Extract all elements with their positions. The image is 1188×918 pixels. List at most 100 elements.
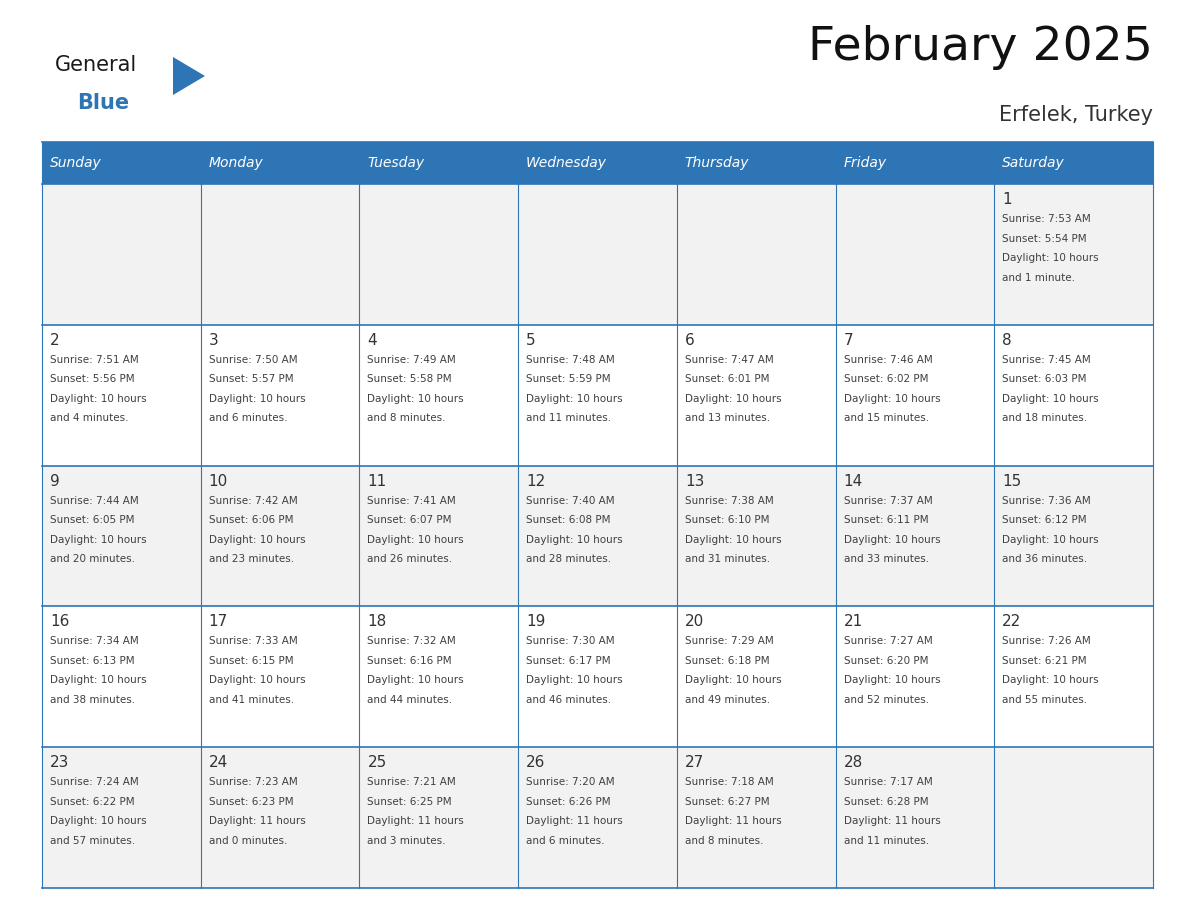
Text: Sunrise: 7:37 AM: Sunrise: 7:37 AM (843, 496, 933, 506)
Text: 28: 28 (843, 756, 862, 770)
Text: Sunrise: 7:30 AM: Sunrise: 7:30 AM (526, 636, 614, 646)
Text: Sunset: 6:01 PM: Sunset: 6:01 PM (684, 375, 770, 385)
Text: Sunrise: 7:26 AM: Sunrise: 7:26 AM (1003, 636, 1091, 646)
Text: 19: 19 (526, 614, 545, 630)
Text: Daylight: 10 hours: Daylight: 10 hours (209, 394, 305, 404)
Text: Daylight: 11 hours: Daylight: 11 hours (367, 816, 465, 826)
Text: and 57 minutes.: and 57 minutes. (50, 835, 135, 845)
Text: Sunset: 6:11 PM: Sunset: 6:11 PM (843, 515, 928, 525)
Text: Sunset: 6:13 PM: Sunset: 6:13 PM (50, 655, 134, 666)
Text: Sunrise: 7:33 AM: Sunrise: 7:33 AM (209, 636, 297, 646)
Text: Sunrise: 7:17 AM: Sunrise: 7:17 AM (843, 778, 933, 788)
Text: and 4 minutes.: and 4 minutes. (50, 413, 128, 423)
Text: Sunrise: 7:47 AM: Sunrise: 7:47 AM (684, 354, 773, 364)
Text: Sunset: 6:12 PM: Sunset: 6:12 PM (1003, 515, 1087, 525)
Text: Sunset: 5:56 PM: Sunset: 5:56 PM (50, 375, 134, 385)
Text: and 23 minutes.: and 23 minutes. (209, 554, 293, 564)
Text: Sunrise: 7:18 AM: Sunrise: 7:18 AM (684, 778, 773, 788)
Text: Sunrise: 7:53 AM: Sunrise: 7:53 AM (1003, 214, 1091, 224)
Text: and 41 minutes.: and 41 minutes. (209, 695, 293, 705)
Text: Sunset: 6:23 PM: Sunset: 6:23 PM (209, 797, 293, 807)
Text: Daylight: 10 hours: Daylight: 10 hours (1003, 676, 1099, 686)
Text: Sunset: 6:21 PM: Sunset: 6:21 PM (1003, 655, 1087, 666)
Text: Daylight: 10 hours: Daylight: 10 hours (843, 676, 940, 686)
Text: Daylight: 10 hours: Daylight: 10 hours (684, 534, 782, 544)
Text: 3: 3 (209, 333, 219, 348)
Text: Sunrise: 7:27 AM: Sunrise: 7:27 AM (843, 636, 933, 646)
Text: and 31 minutes.: and 31 minutes. (684, 554, 770, 564)
Text: and 0 minutes.: and 0 minutes. (209, 835, 287, 845)
Text: 17: 17 (209, 614, 228, 630)
Text: Sunrise: 7:21 AM: Sunrise: 7:21 AM (367, 778, 456, 788)
Text: Sunset: 5:59 PM: Sunset: 5:59 PM (526, 375, 611, 385)
Text: Sunrise: 7:34 AM: Sunrise: 7:34 AM (50, 636, 139, 646)
Text: Sunday: Sunday (50, 156, 102, 170)
Text: Sunrise: 7:32 AM: Sunrise: 7:32 AM (367, 636, 456, 646)
Text: and 44 minutes.: and 44 minutes. (367, 695, 453, 705)
Text: Sunrise: 7:20 AM: Sunrise: 7:20 AM (526, 778, 614, 788)
Text: Daylight: 10 hours: Daylight: 10 hours (50, 534, 146, 544)
Text: 13: 13 (684, 474, 704, 488)
Text: Daylight: 11 hours: Daylight: 11 hours (843, 816, 941, 826)
Text: Sunrise: 7:48 AM: Sunrise: 7:48 AM (526, 354, 615, 364)
Text: Daylight: 10 hours: Daylight: 10 hours (1003, 534, 1099, 544)
Text: Daylight: 10 hours: Daylight: 10 hours (1003, 253, 1099, 263)
Text: 6: 6 (684, 333, 695, 348)
Text: Daylight: 10 hours: Daylight: 10 hours (367, 534, 465, 544)
Text: Daylight: 10 hours: Daylight: 10 hours (209, 534, 305, 544)
Text: Daylight: 10 hours: Daylight: 10 hours (526, 534, 623, 544)
Text: 21: 21 (843, 614, 862, 630)
Text: Sunset: 6:22 PM: Sunset: 6:22 PM (50, 797, 134, 807)
Bar (42, 184, 1154, 325)
Text: Daylight: 10 hours: Daylight: 10 hours (367, 394, 465, 404)
Bar (42, 325, 1154, 465)
Text: 14: 14 (843, 474, 862, 488)
Text: and 26 minutes.: and 26 minutes. (367, 554, 453, 564)
Text: Sunrise: 7:45 AM: Sunrise: 7:45 AM (1003, 354, 1091, 364)
Text: Sunset: 6:26 PM: Sunset: 6:26 PM (526, 797, 611, 807)
Text: Sunrise: 7:44 AM: Sunrise: 7:44 AM (50, 496, 139, 506)
Text: Sunrise: 7:41 AM: Sunrise: 7:41 AM (367, 496, 456, 506)
Text: and 6 minutes.: and 6 minutes. (209, 413, 287, 423)
Text: February 2025: February 2025 (808, 25, 1154, 70)
Text: Sunset: 6:17 PM: Sunset: 6:17 PM (526, 655, 611, 666)
Text: Sunset: 5:58 PM: Sunset: 5:58 PM (367, 375, 453, 385)
Text: Sunrise: 7:36 AM: Sunrise: 7:36 AM (1003, 496, 1091, 506)
Bar (42, 142, 1154, 184)
Text: 26: 26 (526, 756, 545, 770)
Text: Sunrise: 7:49 AM: Sunrise: 7:49 AM (367, 354, 456, 364)
Text: Sunset: 6:03 PM: Sunset: 6:03 PM (1003, 375, 1087, 385)
Text: 9: 9 (50, 474, 59, 488)
Text: Sunset: 6:20 PM: Sunset: 6:20 PM (843, 655, 928, 666)
Text: and 46 minutes.: and 46 minutes. (526, 695, 612, 705)
Text: Daylight: 10 hours: Daylight: 10 hours (50, 816, 146, 826)
Text: and 8 minutes.: and 8 minutes. (367, 413, 446, 423)
Text: 25: 25 (367, 756, 386, 770)
Text: 5: 5 (526, 333, 536, 348)
Text: Daylight: 11 hours: Daylight: 11 hours (684, 816, 782, 826)
Text: Daylight: 10 hours: Daylight: 10 hours (843, 394, 940, 404)
Text: 16: 16 (50, 614, 69, 630)
Text: and 33 minutes.: and 33 minutes. (843, 554, 929, 564)
Text: and 11 minutes.: and 11 minutes. (526, 413, 612, 423)
Text: Sunrise: 7:38 AM: Sunrise: 7:38 AM (684, 496, 773, 506)
Text: Sunset: 6:06 PM: Sunset: 6:06 PM (209, 515, 293, 525)
Text: and 8 minutes.: and 8 minutes. (684, 835, 764, 845)
Polygon shape (173, 57, 206, 95)
Text: and 6 minutes.: and 6 minutes. (526, 835, 605, 845)
Text: and 28 minutes.: and 28 minutes. (526, 554, 612, 564)
Text: Sunrise: 7:50 AM: Sunrise: 7:50 AM (209, 354, 297, 364)
Text: and 1 minute.: and 1 minute. (1003, 273, 1075, 283)
Text: Wednesday: Wednesday (526, 156, 607, 170)
Text: Daylight: 10 hours: Daylight: 10 hours (209, 676, 305, 686)
Text: Daylight: 11 hours: Daylight: 11 hours (209, 816, 305, 826)
Text: 20: 20 (684, 614, 704, 630)
Text: and 49 minutes.: and 49 minutes. (684, 695, 770, 705)
Text: and 3 minutes.: and 3 minutes. (367, 835, 446, 845)
Text: 24: 24 (209, 756, 228, 770)
Text: Sunset: 6:15 PM: Sunset: 6:15 PM (209, 655, 293, 666)
Text: Sunrise: 7:24 AM: Sunrise: 7:24 AM (50, 778, 139, 788)
Text: 12: 12 (526, 474, 545, 488)
Text: 10: 10 (209, 474, 228, 488)
Text: 15: 15 (1003, 474, 1022, 488)
